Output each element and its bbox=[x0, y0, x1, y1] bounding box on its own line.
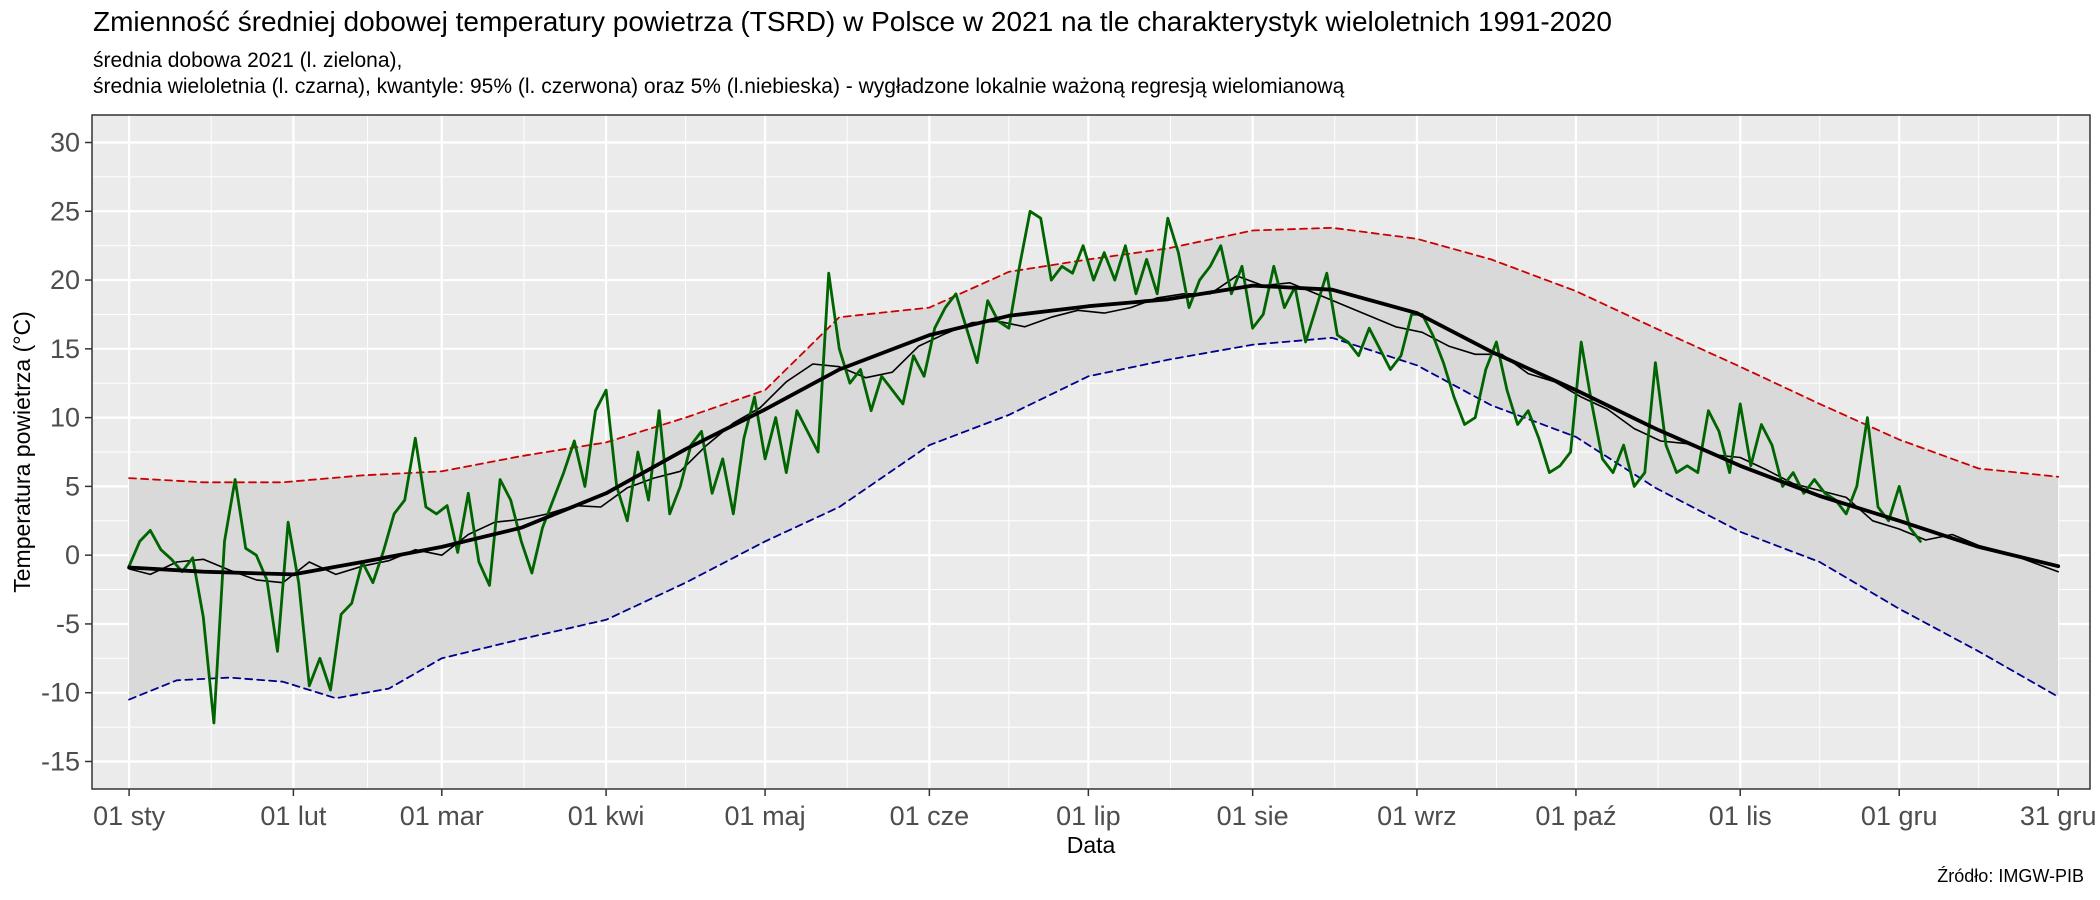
y-tick-label: -15 bbox=[41, 746, 80, 776]
x-tick-label: 01 paź bbox=[1535, 801, 1616, 831]
y-axis: 30 25 20 15 10 5 0 -5 -10 -15 bbox=[41, 128, 92, 776]
x-tick-label: 01 sie bbox=[1217, 801, 1289, 831]
x-tick-label: 01 maj bbox=[725, 801, 806, 831]
x-tick-label: 01 lut bbox=[260, 801, 327, 831]
quantile-band bbox=[129, 227, 2059, 700]
x-tick-label: 01 lip bbox=[1056, 801, 1121, 831]
y-tick-label: -10 bbox=[41, 678, 80, 708]
chart-subtitle-line1: średnia dobowa 2021 (l. zielona), bbox=[93, 49, 403, 72]
series-layer bbox=[127, 209, 2061, 725]
plot-border bbox=[91, 114, 2091, 790]
x-tick-label: 01 gru bbox=[1861, 801, 1938, 831]
x-tick-label: 01 cze bbox=[890, 801, 970, 831]
x-axis-title: Data bbox=[1067, 832, 1116, 858]
y-tick-label: 25 bbox=[50, 196, 80, 226]
x-tick-label: 01 lis bbox=[1709, 801, 1772, 831]
series-line-climatology bbox=[127, 283, 2061, 577]
x-tick-label: 01 kwi bbox=[568, 801, 645, 831]
x-axis: 01 sty 01 lut 01 mar 01 kwi 01 maj 01 cze 01 l… bbox=[93, 789, 2096, 831]
x-tick-label: 01 wrz bbox=[1377, 801, 1457, 831]
y-tick-label: 0 bbox=[65, 540, 80, 570]
y-tick-label: -5 bbox=[56, 609, 80, 639]
series-line-climatology-daily bbox=[128, 275, 2059, 584]
x-tick-label: 31 gru bbox=[2020, 801, 2097, 831]
x-tick-label: 01 mar bbox=[400, 801, 484, 831]
series-line-q05 bbox=[128, 336, 2060, 701]
source-note: Źródło: IMGW-PIB bbox=[1937, 866, 2084, 886]
y-tick-label: 10 bbox=[50, 403, 80, 433]
chart-title: Zmienność średniej dobowej temperatury p… bbox=[93, 6, 1612, 37]
y-tick-label: 15 bbox=[50, 334, 80, 364]
chart-subtitle-line2: średnia wieloletnia (l. czarna), kwantyl… bbox=[93, 75, 1345, 98]
y-axis-title: Temperatura powietrza (°C) bbox=[9, 311, 35, 592]
x-tick-label: 01 sty bbox=[93, 801, 166, 831]
y-tick-label: 30 bbox=[50, 128, 80, 158]
series-line-2021 bbox=[127, 209, 1922, 725]
y-tick-label: 5 bbox=[65, 471, 80, 501]
y-tick-label: 20 bbox=[50, 265, 80, 295]
